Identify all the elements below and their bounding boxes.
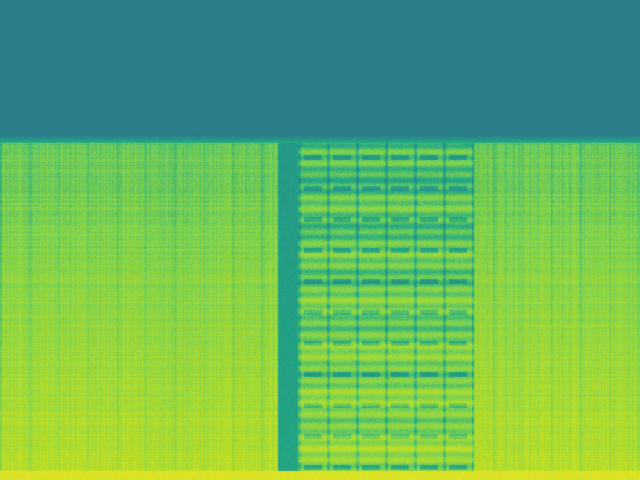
spectrogram-image — [0, 0, 640, 480]
